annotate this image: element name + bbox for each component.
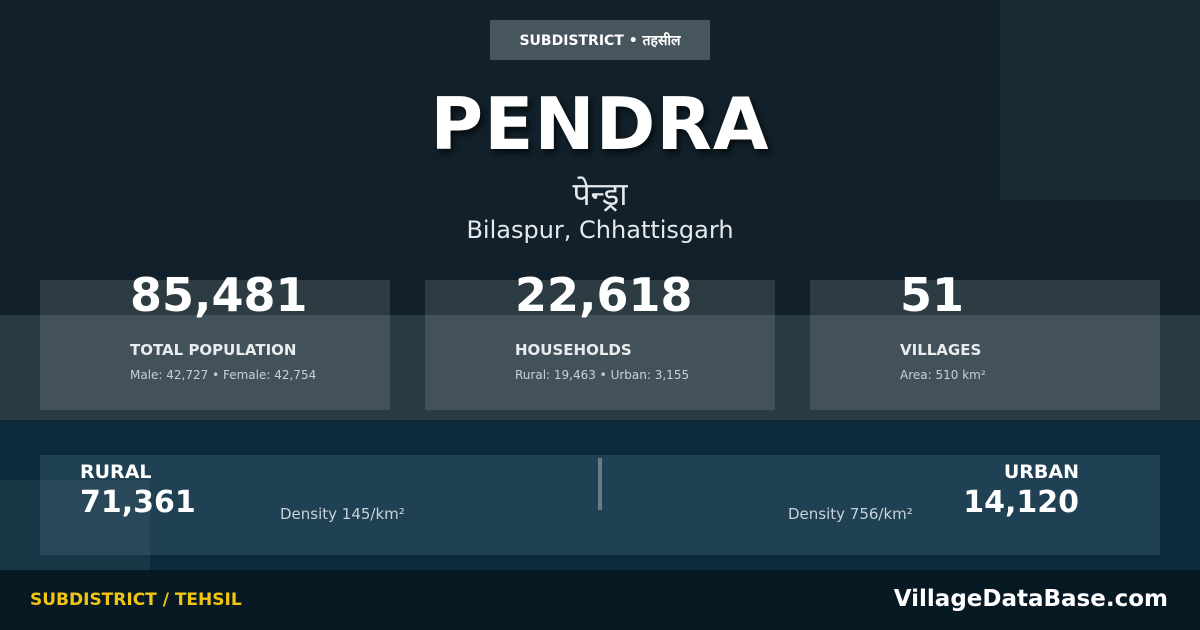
type-badge: SUBDISTRICT • तहसील	[490, 20, 710, 60]
stat-label: VILLAGES	[900, 341, 982, 359]
stat-label: TOTAL POPULATION	[130, 341, 297, 359]
divider	[598, 458, 602, 510]
stats-band	[0, 315, 1200, 420]
site-link[interactable]: VillageDataBase.com	[893, 586, 1168, 612]
stat-sub: Area: 510 km²	[900, 368, 986, 382]
stat-value: 51	[900, 268, 965, 322]
stat-card-households: 22,618 HOUSEHOLDS Rural: 19,463 • Urban:…	[425, 268, 775, 410]
stat-sub: Male: 42,727 • Female: 42,754	[130, 368, 317, 382]
footer	[0, 570, 1200, 630]
stat-value: 85,481	[130, 268, 308, 322]
stat-label: HOUSEHOLDS	[515, 341, 632, 359]
stat-card-villages: 51 VILLAGES Area: 510 km²	[810, 268, 1160, 410]
stat-value: 22,618	[515, 268, 693, 322]
rural-label: RURAL	[80, 461, 152, 483]
page-title: PENDRA	[430, 82, 770, 166]
decorative-block	[1000, 0, 1200, 200]
footer-category: SUBDISTRICT / TEHSIL	[30, 590, 242, 610]
urban-value: 14,120	[963, 485, 1079, 520]
rural-density: Density 145/km²	[280, 505, 405, 523]
decorative-block	[0, 480, 150, 570]
urban-label: URBAN	[1003, 461, 1079, 483]
stat-sub: Rural: 19,463 • Urban: 3,155	[515, 368, 690, 382]
location: Bilaspur, Chhattisgarh	[466, 216, 734, 244]
stat-card-population: 85,481 TOTAL POPULATION Male: 42,727 • F…	[40, 268, 390, 410]
rural-value: 71,361	[80, 485, 196, 520]
page-title-hindi: पेन्ड्रा	[572, 175, 628, 213]
urban-density: Density 756/km²	[788, 505, 913, 523]
